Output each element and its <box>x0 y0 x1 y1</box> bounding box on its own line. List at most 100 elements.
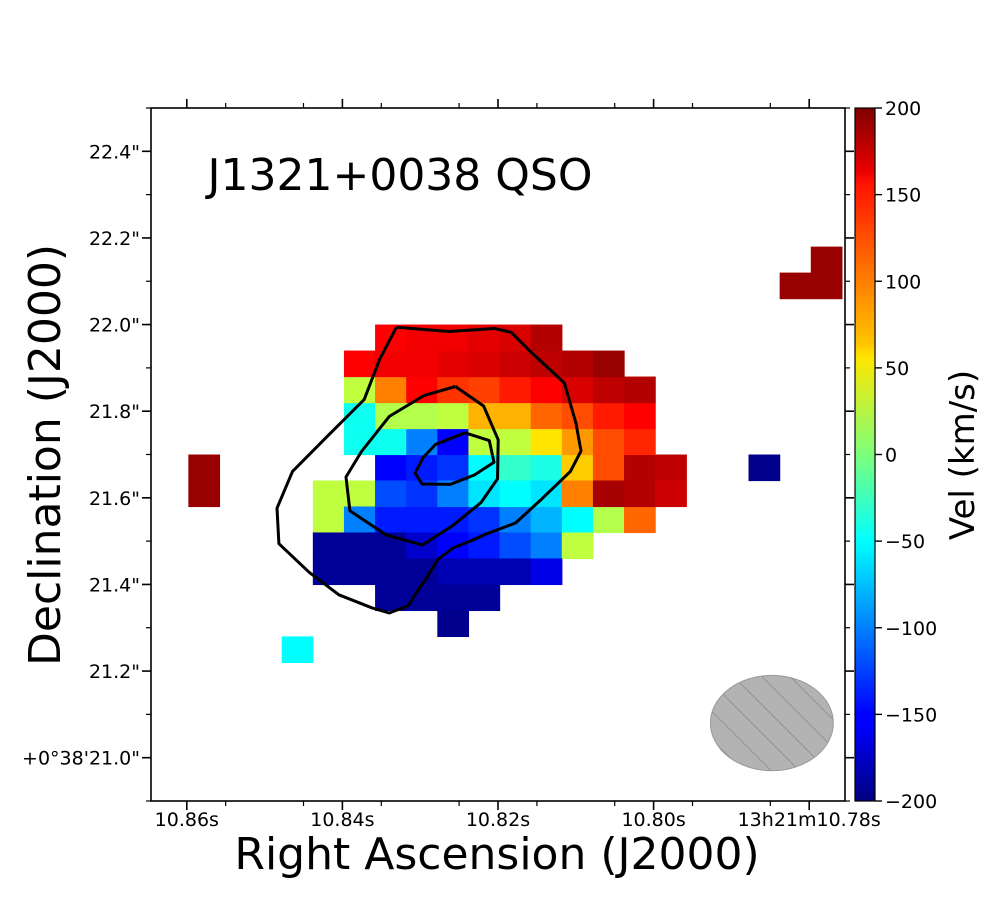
contour-level-3 <box>413 431 496 486</box>
velocity-pixel <box>312 558 345 586</box>
colorbar <box>855 108 875 801</box>
velocity-pixel <box>188 454 221 482</box>
velocity-pixel <box>499 480 532 508</box>
contour-level-2 <box>344 385 500 547</box>
velocity-pixel <box>437 454 470 482</box>
y-tick-label: 21.4" <box>89 574 140 596</box>
velocity-pixel <box>624 376 656 404</box>
velocity-pixel <box>437 610 470 638</box>
beam-hatch <box>709 674 834 772</box>
velocity-pixel <box>624 402 656 430</box>
y-tick-label: 21.2" <box>89 661 140 683</box>
velocity-pixel <box>468 480 501 508</box>
velocity-pixel <box>530 428 563 456</box>
velocity-pixel <box>406 584 438 612</box>
velocity-pixel <box>592 428 625 456</box>
velocity-pixel <box>375 480 407 508</box>
velocity-pixel <box>437 402 470 430</box>
y-tick-label: 21.8" <box>89 401 140 423</box>
colorbar-tick-label: 50 <box>885 358 909 380</box>
velocity-pixel <box>406 558 438 586</box>
velocity-pixel <box>468 558 501 586</box>
velocity-pixel <box>592 376 625 404</box>
velocity-pixel <box>437 324 470 352</box>
velocity-pixels <box>188 246 843 663</box>
velocity-pixel <box>281 636 314 663</box>
velocity-pixel <box>499 506 532 534</box>
velocity-pixel <box>779 272 812 300</box>
x-tick-label: 10.84s <box>310 809 374 831</box>
velocity-pixel <box>561 480 594 508</box>
y-axis-label: Declination (J2000) <box>20 244 71 666</box>
velocity-pixel <box>499 376 532 404</box>
colorbar-tick-label: 200 <box>885 98 921 120</box>
plot-title: J1321+0038 QSO <box>205 150 593 201</box>
velocity-pixel <box>375 584 407 612</box>
velocity-pixel <box>499 350 532 378</box>
y-tick-label: 22.4" <box>89 141 140 163</box>
y-tick-label: 22.0" <box>89 315 140 337</box>
x-tick-label: 10.80s <box>621 809 685 831</box>
velocity-pixel <box>530 558 563 586</box>
velocity-pixel <box>406 402 438 430</box>
velocity-pixel <box>375 506 407 534</box>
velocity-pixel <box>655 454 687 482</box>
velocity-pixel <box>592 506 625 534</box>
x-tick-label: 13h21m10.78s <box>738 809 881 831</box>
colorbar-tick-label: 150 <box>885 185 921 207</box>
velocity-pixel <box>468 532 501 560</box>
velocity-pixel <box>530 376 563 404</box>
velocity-pixel <box>468 350 501 378</box>
velocity-pixel <box>406 428 438 456</box>
colorbar-tick-label: −200 <box>885 791 937 813</box>
velocity-pixel <box>624 428 656 456</box>
velocity-pixel <box>343 558 376 586</box>
velocity-pixel <box>655 480 687 508</box>
contour-level-1 <box>275 325 583 615</box>
velocity-pixel <box>624 480 656 508</box>
velocity-pixel <box>343 532 376 560</box>
velocity-pixel <box>499 558 532 586</box>
velocity-pixel <box>592 454 625 482</box>
colorbar-tick-label: −100 <box>885 618 937 640</box>
colorbar-label: Vel (km/s) <box>943 370 983 540</box>
velocity-pixel <box>530 324 563 352</box>
velocity-pixel <box>530 506 563 534</box>
velocity-pixel <box>343 350 376 378</box>
velocity-pixel <box>437 558 470 586</box>
velocity-pixel <box>406 506 438 534</box>
velocity-pixel <box>810 272 843 300</box>
velocity-pixel <box>375 350 407 378</box>
velocity-pixel <box>468 584 501 612</box>
x-axis-label: Right Ascension (J2000) <box>234 829 759 880</box>
velocity-pixel <box>437 350 470 378</box>
beam-ellipse <box>709 674 834 772</box>
velocity-pixel <box>437 584 470 612</box>
velocity-pixel <box>499 402 532 430</box>
y-tick-label: +0°38'21.0" <box>22 748 140 770</box>
colorbar-ticks: 200 150 100 50 0 −50 −100 −150 −200 <box>875 98 937 813</box>
velocity-pixel <box>530 454 563 482</box>
y-tick-labels: +0°38'21.0" 21.2" 21.4" 21.6" 21.8" 22.0" 22.2… <box>22 141 140 769</box>
velocity-pixel <box>499 428 532 456</box>
velocity-pixel <box>437 506 470 534</box>
velocity-pixel <box>810 246 843 274</box>
y-tick-label: 21.6" <box>89 488 140 510</box>
velocity-pixel <box>375 454 407 482</box>
velocity-pixel <box>312 506 345 534</box>
velocity-pixel <box>375 376 407 404</box>
velocity-pixel <box>406 350 438 378</box>
flux-contours <box>275 325 583 615</box>
colorbar-tick-label: 100 <box>885 271 921 293</box>
x-tick-label: 10.86s <box>155 809 219 831</box>
velocity-pixel <box>561 350 594 378</box>
x-tick-label: 10.82s <box>466 809 530 831</box>
velocity-pixel <box>312 532 345 560</box>
colorbar-tick-label: −50 <box>885 531 925 553</box>
velocity-pixel <box>748 454 781 482</box>
velocity-pixel <box>592 350 625 378</box>
velocity-pixel <box>499 532 532 560</box>
velocity-pixel <box>188 480 221 508</box>
velocity-pixel <box>592 480 625 508</box>
